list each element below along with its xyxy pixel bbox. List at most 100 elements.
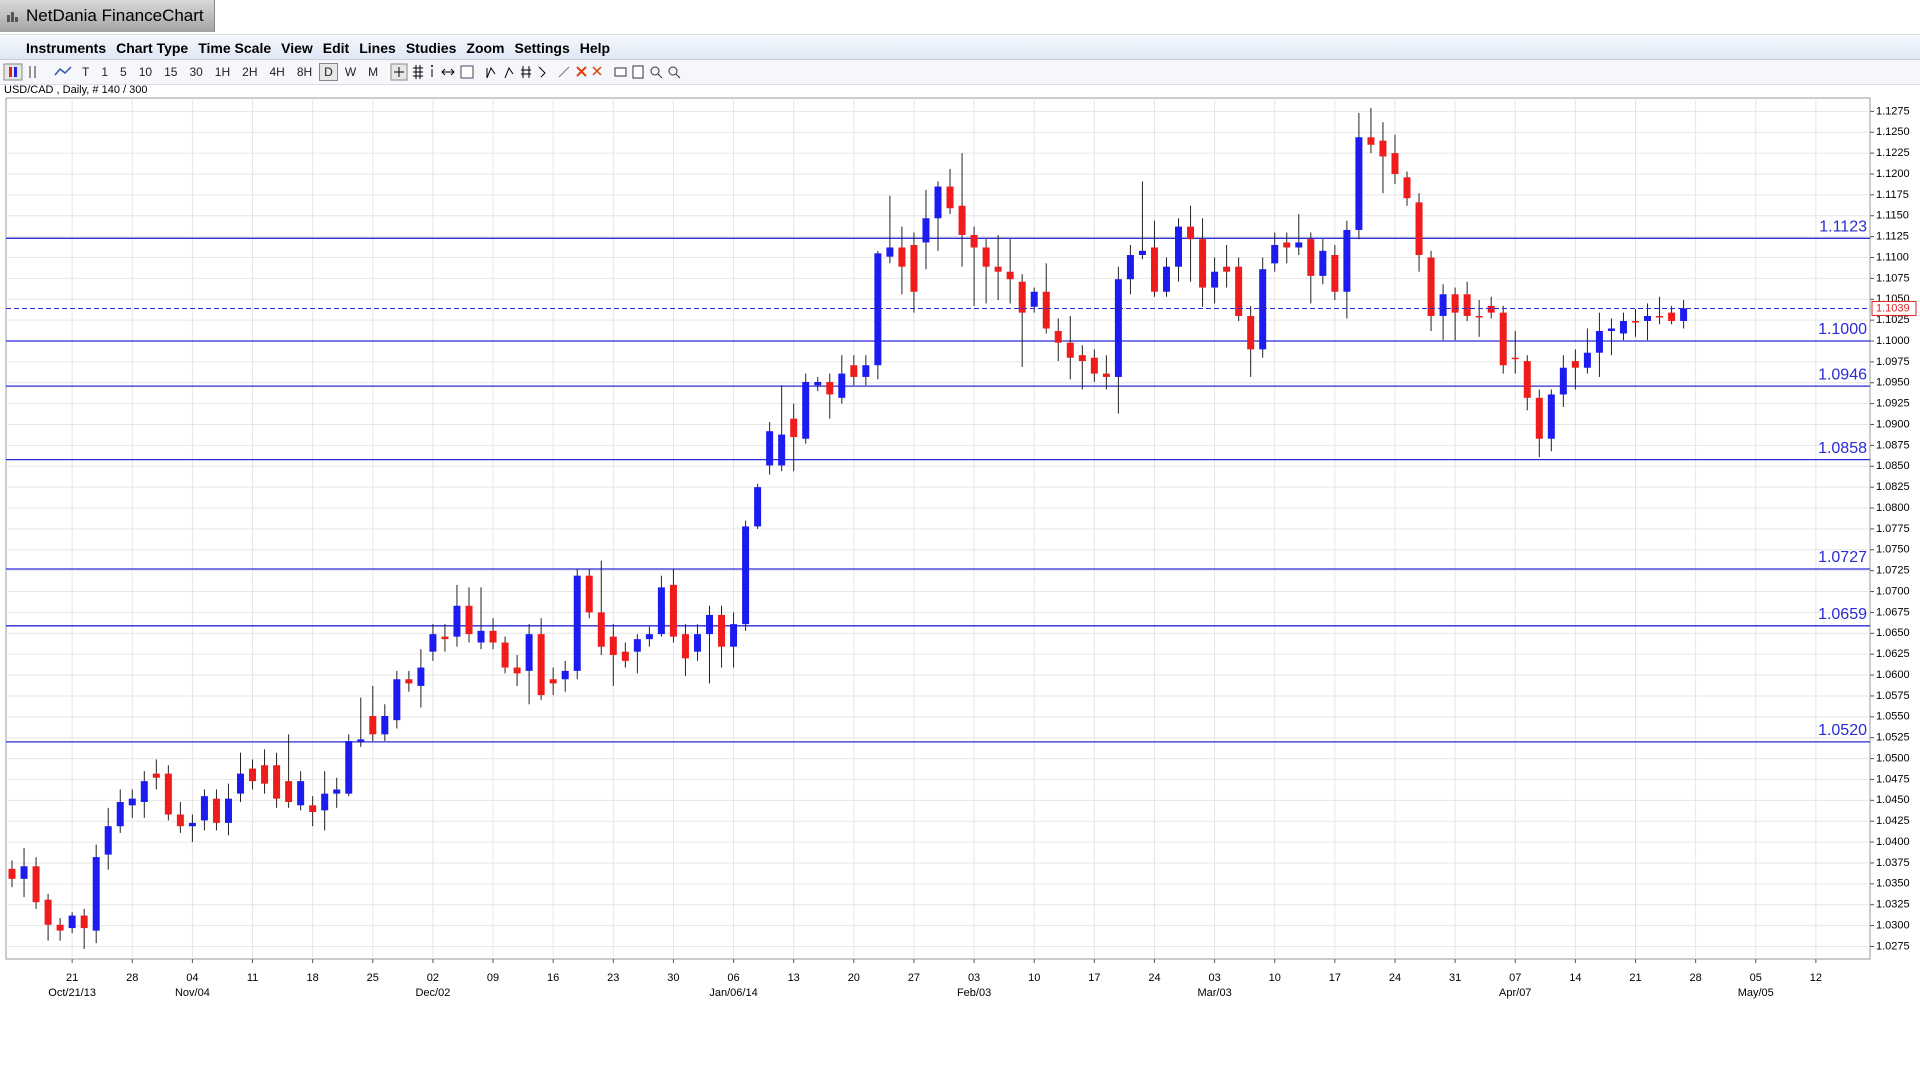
candle-body <box>1295 242 1303 248</box>
level-label: 1.1123 <box>1819 219 1867 236</box>
x-tick-label: 28 <box>126 972 138 984</box>
time-scale-button[interactable]: 5 <box>120 65 127 79</box>
candle-body <box>946 186 954 209</box>
title-bar: NetDania FinanceChart <box>0 0 1920 35</box>
menu-item[interactable]: Instruments <box>26 39 107 56</box>
time-scale-button[interactable]: 2H <box>242 65 258 79</box>
menu-item[interactable]: Edit <box>322 39 350 56</box>
candle-body <box>164 773 172 815</box>
line-icon[interactable] <box>53 63 73 81</box>
x-tick-label: 02 <box>427 972 439 984</box>
candle-body <box>80 915 88 929</box>
candle-body <box>922 218 930 243</box>
menu-item[interactable]: Zoom <box>466 39 505 56</box>
time-scale-button[interactable]: 30 <box>189 65 203 79</box>
y-tick-label: 1.0800 <box>1876 502 1910 514</box>
candle-body <box>1439 294 1447 316</box>
candle-body <box>1535 397 1543 439</box>
level-label: 1.0520 <box>1818 722 1867 739</box>
x-group-label: May/05 <box>1738 987 1774 999</box>
time-scale-button[interactable]: T <box>82 65 90 79</box>
time-scale-button[interactable]: D <box>319 63 338 81</box>
chart-type-icons[interactable] <box>3 63 47 81</box>
candle-body <box>1090 357 1098 374</box>
candle-body <box>525 634 533 671</box>
time-scale-button[interactable]: M <box>368 65 379 79</box>
time-scale-button[interactable]: 8H <box>296 65 313 79</box>
candle-body <box>886 247 894 257</box>
candle-body <box>1331 255 1339 292</box>
time-scale-button[interactable]: 10 <box>138 65 153 79</box>
time-scale-button[interactable]: 1 <box>101 65 109 79</box>
candle-body <box>898 247 906 267</box>
candle-body <box>309 805 317 813</box>
candle-body <box>754 487 762 527</box>
y-tick-label: 1.0300 <box>1876 920 1910 932</box>
candle-body <box>681 634 689 659</box>
candle-body <box>1259 269 1267 350</box>
menu-item[interactable]: Chart Type <box>116 39 189 56</box>
candle-body <box>1355 137 1363 230</box>
chart: USD/CAD , Daily, # 140 / 300 1.0275 1.030… <box>4 84 1917 999</box>
candle-body <box>573 575 581 671</box>
y-tick-label: 1.1200 <box>1876 168 1910 180</box>
x-group-label: Feb/03 <box>957 987 991 999</box>
time-scale-button[interactable]: 15 <box>164 65 178 79</box>
candle-body <box>152 773 160 778</box>
y-tick-label: 1.1000 <box>1876 335 1910 347</box>
y-tick-label: 1.1150 <box>1876 210 1909 222</box>
candle-body <box>237 773 245 794</box>
candle-body <box>537 634 545 696</box>
candle-body <box>417 667 425 686</box>
candle-body <box>224 798 232 823</box>
y-tick-label: 1.0975 <box>1876 356 1910 368</box>
candle-body <box>453 605 461 637</box>
candle-body <box>1583 352 1591 368</box>
candle-body <box>549 679 557 684</box>
level-label: 1.0858 <box>1818 440 1867 457</box>
candle-body <box>1283 242 1291 248</box>
x-tick-label: 23 <box>607 972 619 984</box>
menu-item[interactable]: Help <box>579 39 611 56</box>
tool-icons[interactable] <box>387 63 687 81</box>
candle-body <box>1042 291 1050 329</box>
candle-body <box>814 381 822 386</box>
y-tick-label: 1.0425 <box>1876 815 1910 827</box>
y-tick-label: 1.0450 <box>1876 794 1910 806</box>
candle-body <box>1415 202 1423 256</box>
y-tick-label: 1.1275 <box>1876 105 1910 117</box>
candle-body <box>778 434 786 466</box>
menu-item[interactable]: Time Scale <box>198 39 272 56</box>
candle-body <box>393 679 401 721</box>
level-label: 1.1000 <box>1818 321 1867 338</box>
menu-item[interactable]: Studies <box>405 39 457 56</box>
candle-body <box>92 857 100 931</box>
y-tick-label: 1.0475 <box>1876 773 1910 785</box>
candle-body <box>585 575 593 613</box>
time-scale-button[interactable]: 4H <box>269 65 285 79</box>
candle-body <box>1680 308 1688 321</box>
menu-item[interactable]: Lines <box>359 39 396 56</box>
x-tick-label: 27 <box>908 972 920 984</box>
candle-body <box>645 634 653 640</box>
candle-body <box>790 418 798 438</box>
candle-body <box>1668 312 1676 321</box>
candle-body <box>1463 294 1471 316</box>
x-group-label: Apr/07 <box>1499 987 1531 999</box>
candle-body <box>357 739 365 742</box>
menu-item[interactable]: Settings <box>514 39 570 56</box>
x-tick-label: 13 <box>788 972 800 984</box>
x-tick-label: 09 <box>487 972 499 984</box>
x-tick-label: 18 <box>307 972 319 984</box>
x-tick-label: 03 <box>1208 972 1220 984</box>
x-tick-label: 11 <box>247 972 258 984</box>
candle-body <box>116 801 124 827</box>
time-scale-button[interactable]: W <box>344 65 357 79</box>
menu-item[interactable]: View <box>281 39 313 56</box>
candle-body <box>321 793 329 811</box>
y-tick-label: 1.0725 <box>1876 565 1910 577</box>
time-scale-button[interactable]: 1H <box>214 65 231 79</box>
last-price-box <box>1871 300 1917 316</box>
y-tick-label: 1.0325 <box>1876 899 1910 911</box>
candle-body <box>1595 330 1603 353</box>
